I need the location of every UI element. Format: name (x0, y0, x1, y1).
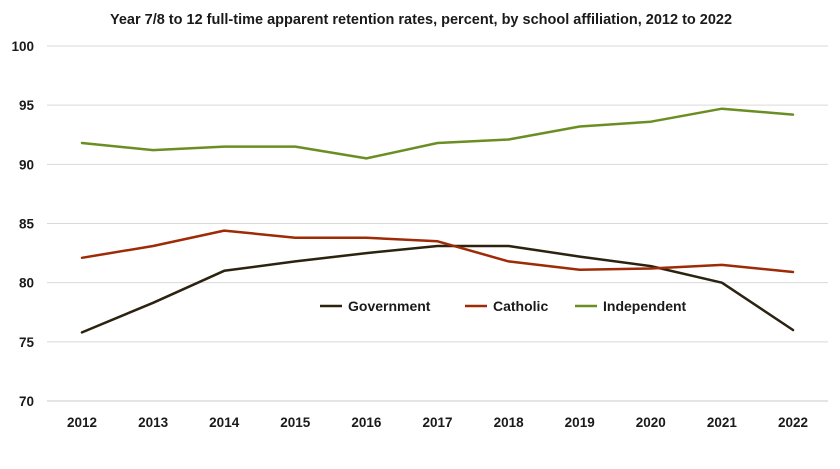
x-tick-label: 2017 (422, 415, 452, 430)
y-axis: 70 75 80 85 90 95 100 (11, 39, 34, 409)
series-line-government (80, 244, 795, 334)
x-tick-label: 2018 (494, 415, 525, 430)
legend-label: Catholic (493, 298, 548, 314)
x-tick-label: 2016 (351, 415, 382, 430)
x-tick-label: 2021 (707, 415, 738, 430)
gridlines (47, 45, 828, 402)
y-tick-label: 100 (11, 39, 34, 54)
series-line-independent (80, 107, 795, 160)
x-tick-label: 2013 (138, 415, 169, 430)
series-lines (80, 107, 795, 334)
x-tick-label: 2014 (209, 415, 240, 430)
chart-title: Year 7/8 to 12 full-time apparent retent… (110, 12, 732, 28)
y-tick-label: 75 (19, 335, 35, 350)
x-tick-label: 2020 (636, 415, 666, 430)
y-tick-label: 95 (19, 98, 35, 113)
y-tick-label: 85 (19, 217, 35, 232)
x-tick-label: 2012 (67, 415, 97, 430)
legend-label: Government (348, 298, 431, 314)
x-tick-label: 2015 (280, 415, 311, 430)
legend: Government Catholic Independent (320, 298, 687, 314)
y-tick-label: 70 (19, 394, 34, 409)
x-tick-label: 2022 (778, 415, 808, 430)
y-tick-label: 90 (19, 157, 34, 172)
series-line-catholic (80, 229, 795, 274)
y-tick-label: 80 (19, 276, 34, 291)
x-axis: 2012 2013 2014 2015 2016 2017 2018 2019 2020 2021… (67, 415, 808, 430)
legend-label: Independent (603, 298, 687, 314)
x-tick-label: 2019 (565, 415, 595, 430)
